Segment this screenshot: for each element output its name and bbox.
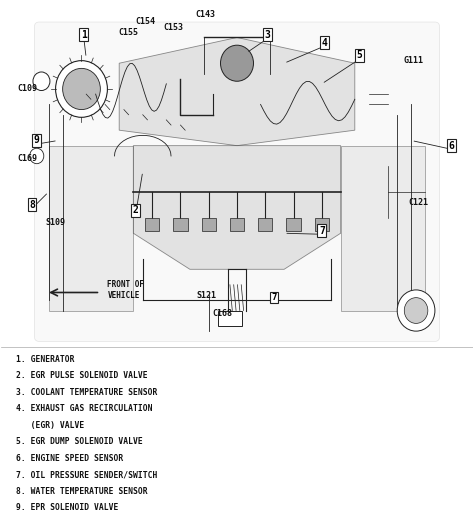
Text: (EGR) VALVE: (EGR) VALVE (16, 421, 84, 430)
PathPatch shape (341, 146, 426, 310)
Text: 3: 3 (264, 30, 271, 40)
Text: 4: 4 (321, 38, 327, 48)
Text: 8. WATER TEMPERATURE SENSOR: 8. WATER TEMPERATURE SENSOR (16, 487, 147, 496)
Text: C153: C153 (164, 23, 183, 32)
Circle shape (220, 45, 254, 81)
Text: 5: 5 (356, 50, 363, 61)
Text: 2. EGR PULSE SOLENOID VALVE: 2. EGR PULSE SOLENOID VALVE (16, 371, 147, 380)
FancyBboxPatch shape (35, 22, 439, 341)
Circle shape (404, 298, 428, 323)
Text: C143: C143 (195, 10, 215, 19)
Bar (173, 218, 188, 231)
Text: C168: C168 (213, 309, 233, 318)
Circle shape (55, 61, 108, 117)
Text: FRONT OF
VEHICLE: FRONT OF VEHICLE (108, 280, 145, 299)
Bar (258, 218, 273, 231)
Bar (230, 218, 244, 231)
PathPatch shape (119, 37, 355, 146)
Text: 6. ENGINE SPEED SENSOR: 6. ENGINE SPEED SENSOR (16, 454, 123, 463)
Text: 2: 2 (133, 205, 138, 215)
Text: 6: 6 (448, 141, 455, 151)
PathPatch shape (133, 146, 341, 269)
Circle shape (33, 72, 50, 91)
Text: 7: 7 (271, 293, 276, 302)
PathPatch shape (48, 146, 133, 310)
Bar (286, 218, 301, 231)
Circle shape (63, 68, 100, 110)
Text: 9. EPR SOLENOID VALVE: 9. EPR SOLENOID VALVE (16, 503, 118, 512)
Bar (315, 218, 329, 231)
Text: C169: C169 (18, 154, 37, 163)
Text: 8: 8 (29, 200, 35, 210)
Text: 4. EXHAUST GAS RECIRCULATION: 4. EXHAUST GAS RECIRCULATION (16, 405, 152, 413)
Text: G111: G111 (404, 56, 424, 65)
Text: 5. EGR DUMP SOLENOID VALVE: 5. EGR DUMP SOLENOID VALVE (16, 437, 142, 447)
Text: C109: C109 (18, 84, 37, 93)
Text: C154: C154 (135, 18, 155, 26)
Circle shape (30, 148, 44, 164)
Text: S121: S121 (196, 291, 216, 299)
Text: 1. GENERATOR: 1. GENERATOR (16, 355, 74, 364)
Bar (218, 310, 242, 326)
Text: 9: 9 (34, 136, 40, 146)
Text: 7. OIL PRESSURE SENDER/SWITCH: 7. OIL PRESSURE SENDER/SWITCH (16, 470, 157, 479)
Circle shape (397, 290, 435, 331)
Text: 7: 7 (319, 226, 325, 236)
Text: C121: C121 (409, 198, 428, 207)
Text: C155: C155 (118, 28, 138, 37)
Text: 3. COOLANT TEMPERATURE SENSOR: 3. COOLANT TEMPERATURE SENSOR (16, 388, 157, 397)
Text: 1: 1 (81, 30, 87, 40)
Text: S109: S109 (46, 219, 65, 227)
Bar (201, 218, 216, 231)
Bar (145, 218, 159, 231)
